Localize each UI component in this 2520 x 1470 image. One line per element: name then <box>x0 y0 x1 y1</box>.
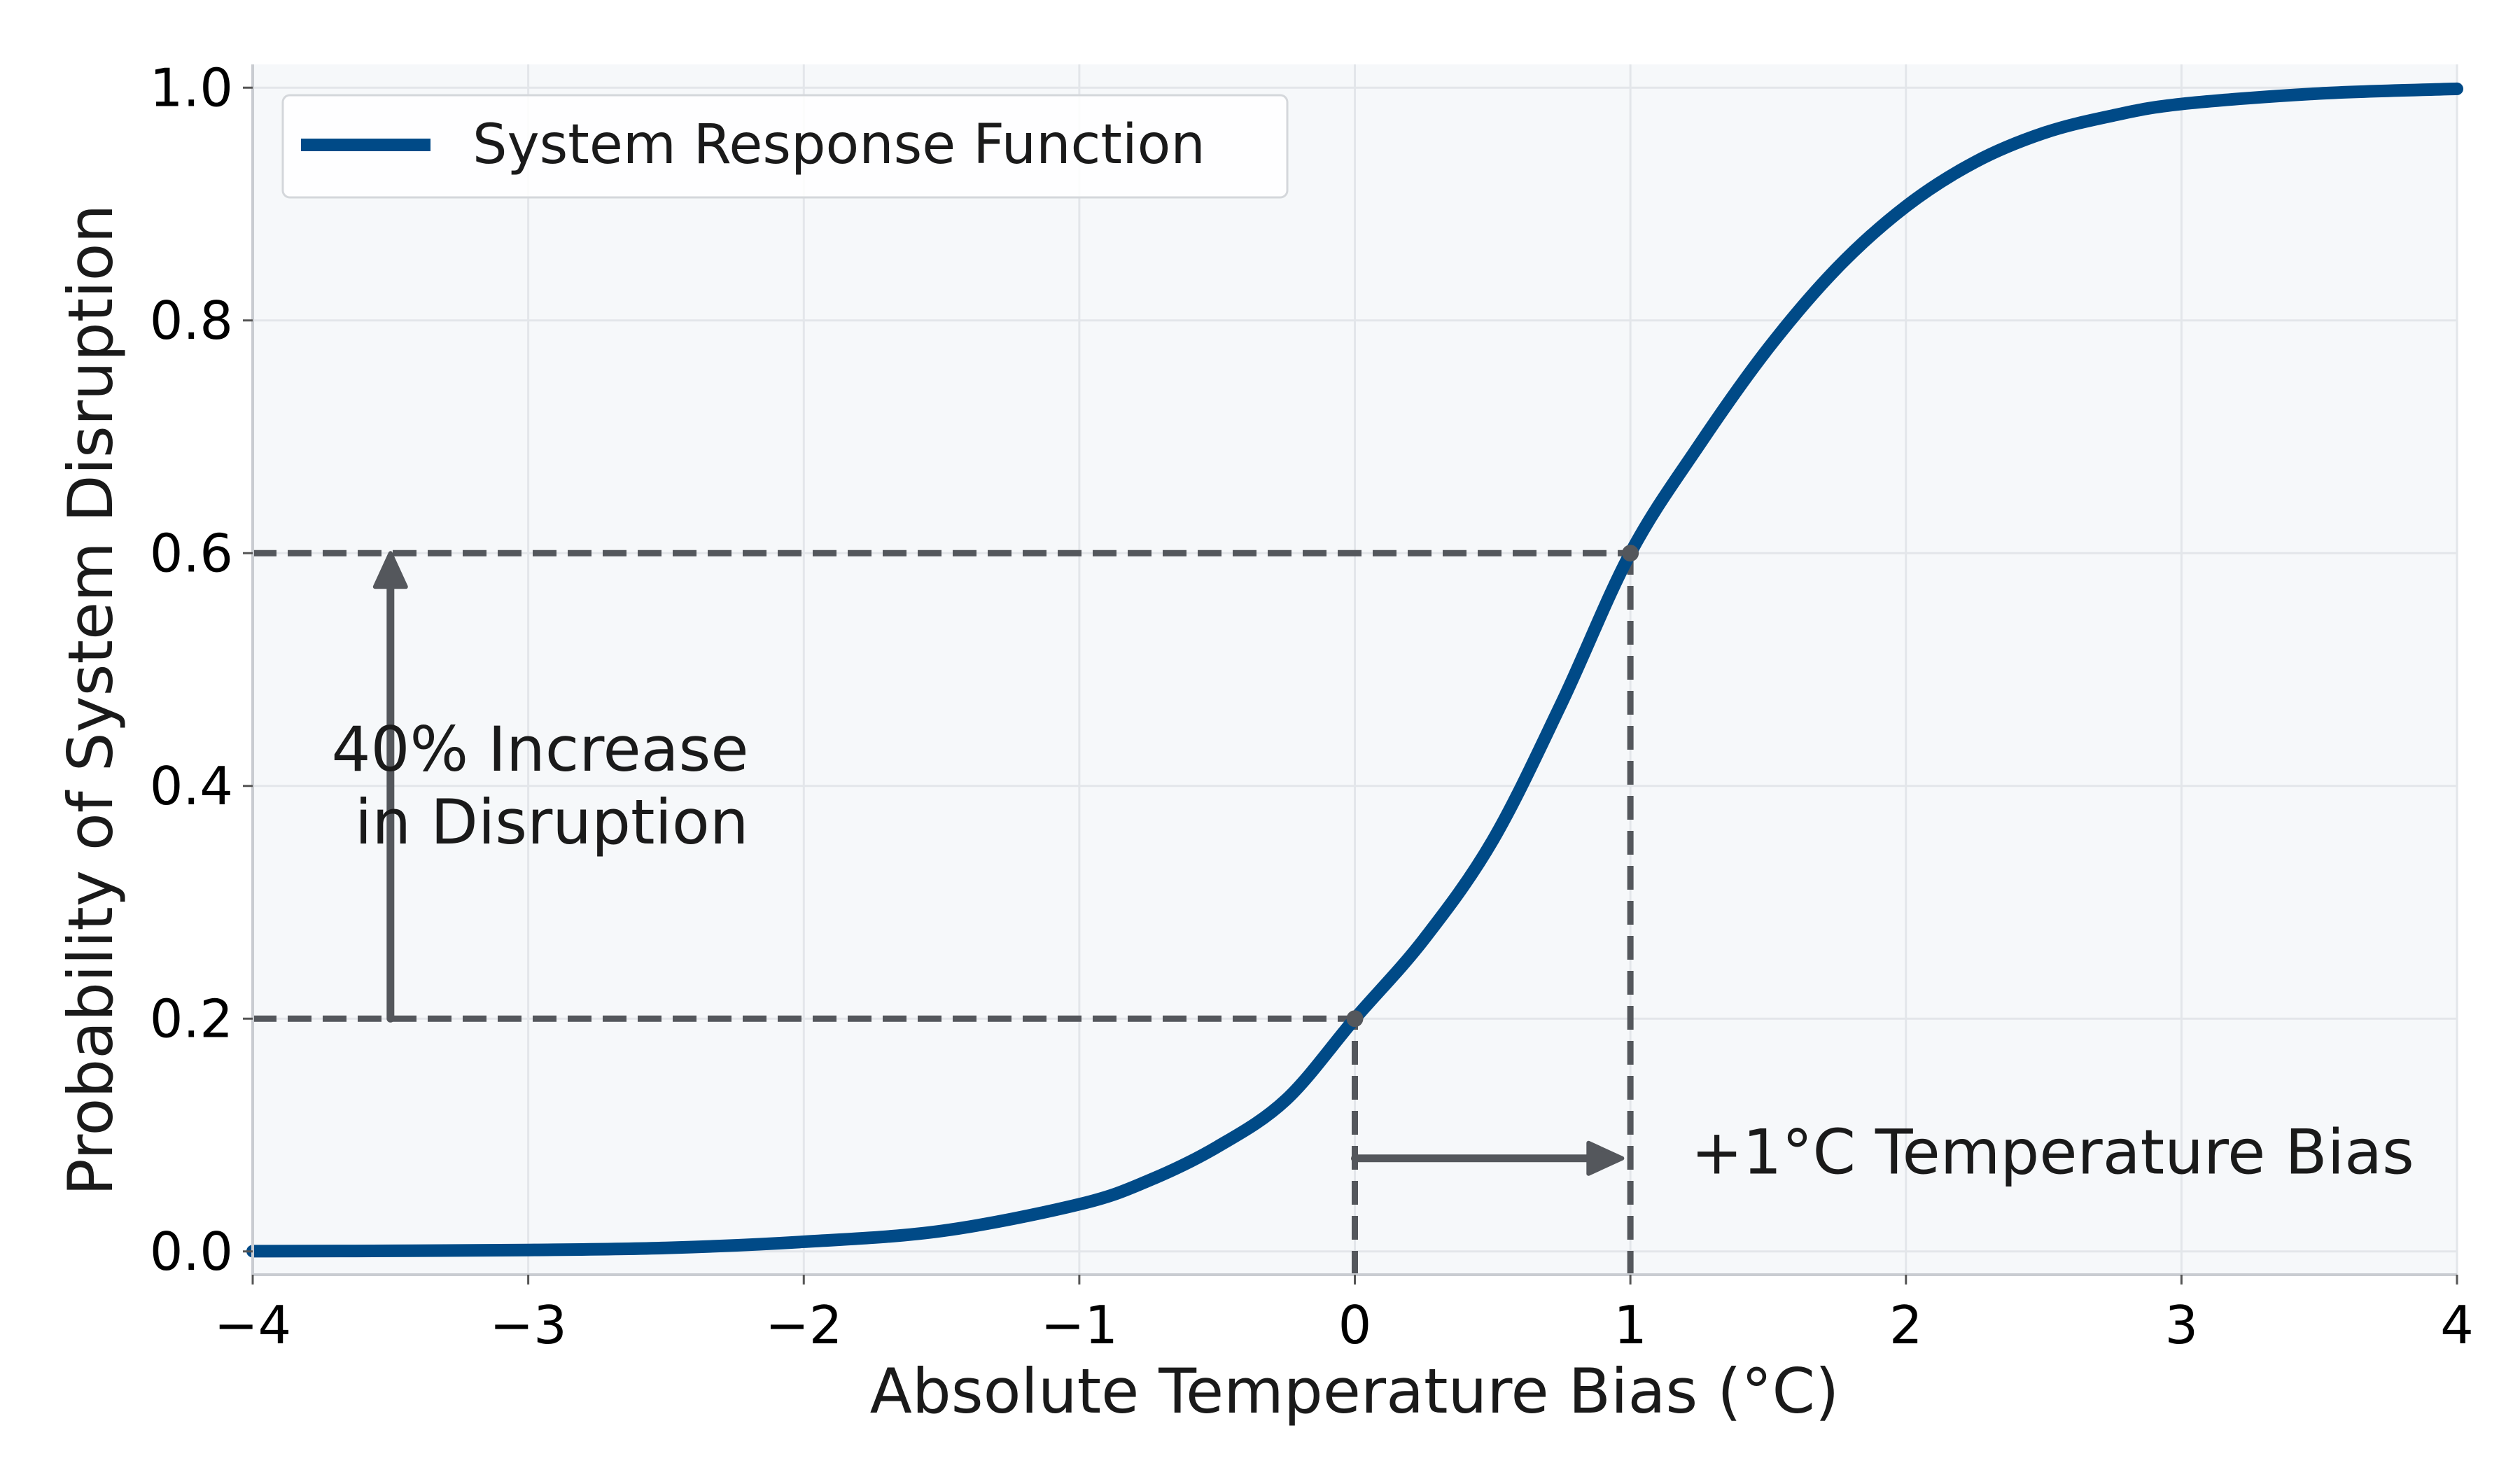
y-tick-label: 0.0 <box>150 1221 233 1282</box>
x-tick-label: 3 <box>2165 1294 2199 1356</box>
y-tick-label: 0.2 <box>150 988 233 1049</box>
legend: System Response Function <box>281 94 1289 199</box>
disruption-increase-label-line-2: in Disruption <box>355 786 749 858</box>
y-axis-label: Probability of System Disruption <box>55 204 127 1196</box>
series-line <box>246 82 2463 1258</box>
x-axis-label: Absolute Temperature Bias (°C) <box>870 1355 1840 1427</box>
x-tick-label: −3 <box>489 1294 567 1356</box>
disruption-increase-label-line-1: 40% Increase <box>332 713 749 785</box>
y-tick-label: 0.8 <box>150 290 233 351</box>
y-tick-label: 0.6 <box>150 522 233 584</box>
x-tick-label: 2 <box>1889 1294 1923 1356</box>
x-tick-label: 4 <box>2440 1294 2474 1356</box>
x-tick-label: −2 <box>765 1294 843 1356</box>
temperature-bias-arrow-head <box>1586 1140 1625 1176</box>
legend-box <box>281 94 1289 199</box>
y-tick-label: 1.0 <box>150 57 233 118</box>
temperature-bias-label-line-1: +1°C Temperature Bias <box>1691 1116 2414 1188</box>
annotation-arrows <box>372 551 1625 1176</box>
y-tick-label: 0.4 <box>150 755 233 817</box>
reference-lines <box>253 550 1634 1275</box>
shifted-point <box>1622 545 1639 562</box>
baseline-point <box>1346 1010 1364 1028</box>
disruption-increase-arrow-head <box>372 551 408 589</box>
x-tick-label: −4 <box>214 1294 292 1356</box>
series-layer <box>246 82 2463 1258</box>
legend-label: System Response Function <box>472 113 1205 176</box>
reference-points <box>1346 545 1639 1028</box>
ticks: −4 −3 −2 −1 0 1 2 3 4 0.0 0.2 0.4 0.6 0.8 1.0 <box>150 57 2474 1356</box>
x-tick-label: 0 <box>1338 1294 1372 1356</box>
x-tick-label: −1 <box>1041 1294 1119 1356</box>
x-tick-label: 1 <box>1614 1294 1647 1356</box>
